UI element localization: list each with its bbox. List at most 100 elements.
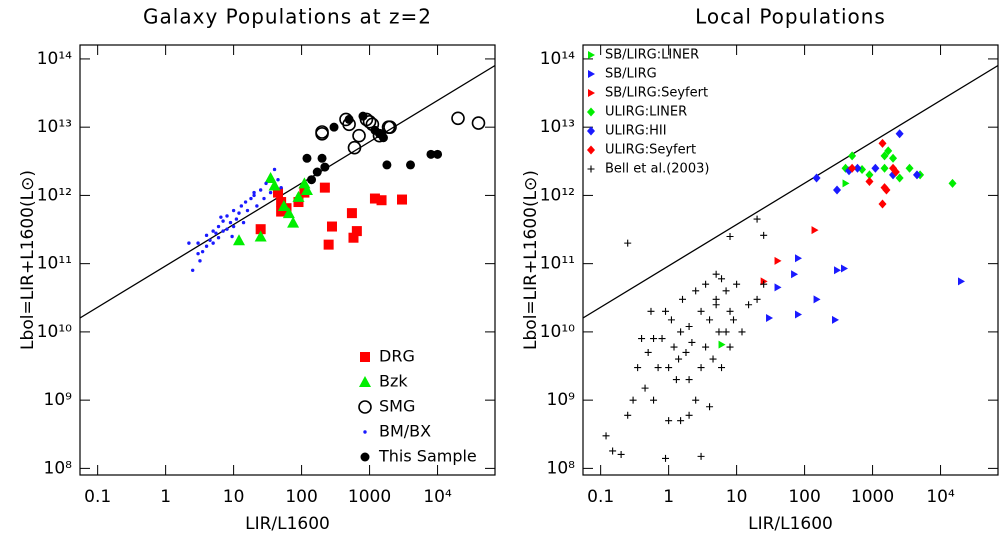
marker-dot — [187, 241, 191, 245]
marker-plus — [697, 307, 705, 315]
marker-circle — [382, 160, 392, 170]
marker-diamond — [878, 138, 887, 148]
marker-dot — [204, 244, 209, 248]
marker-dot — [249, 196, 253, 201]
marker-plus — [685, 322, 693, 330]
marker-dot — [264, 181, 268, 186]
marker-dot — [268, 190, 273, 195]
marker-plus — [677, 417, 685, 425]
marker-diamond — [848, 163, 857, 173]
marker-plus — [617, 450, 625, 458]
marker-dot — [231, 224, 236, 229]
legend-label: BM/BX — [379, 422, 431, 441]
marker-triangle — [766, 313, 774, 322]
legend-marker — [588, 89, 595, 97]
marker-dot — [214, 231, 218, 235]
marker-dot — [211, 229, 215, 233]
marker-plus — [709, 355, 717, 363]
marker-triangle — [774, 256, 782, 265]
legend-marker — [587, 165, 595, 173]
marker-triangle — [795, 254, 803, 263]
marker-dot — [228, 220, 233, 225]
y-tick-label: 10⁸ — [44, 458, 73, 478]
legend-label: SB/LIRG:LINER — [605, 48, 699, 63]
marker-plus — [658, 335, 666, 343]
x-tick-label: 1 — [663, 487, 674, 507]
legend-marker — [588, 51, 595, 59]
x-tick-label: 10 — [726, 487, 748, 507]
marker-circle — [312, 167, 322, 177]
marker-diamond — [880, 163, 889, 173]
marker-plus — [706, 316, 714, 324]
marker-plus — [647, 307, 655, 315]
x-tick-label: 1 — [160, 487, 171, 507]
marker-triangle — [791, 270, 799, 279]
legend-label: SMG — [379, 397, 415, 416]
marker-plus — [726, 307, 734, 315]
legend-label: ULIRG:HII — [605, 124, 667, 139]
x-tick-label: 10 — [223, 487, 245, 507]
marker-triangle — [282, 207, 295, 219]
legend-label: ULIRG:LINER — [605, 105, 687, 120]
marker-plus — [760, 231, 768, 239]
marker-square — [348, 232, 359, 243]
marker-square — [376, 195, 387, 206]
marker-plus — [629, 396, 637, 404]
marker-circle — [329, 122, 339, 132]
marker-plus — [602, 432, 610, 440]
x-tick-label: 0.1 — [84, 487, 111, 507]
marker-circle — [315, 126, 329, 141]
y-axis-label: Lbol=LIR+L1600(L⊙) — [18, 170, 38, 350]
marker-dot — [255, 204, 259, 208]
y-axis-label: Lbol=LIR+L1600(L⊙) — [521, 170, 541, 350]
marker-plus — [712, 295, 720, 303]
marker-plus — [718, 275, 726, 283]
plot-frame — [79, 44, 496, 476]
y-tick-label: 10⁹ — [547, 390, 576, 410]
marker-dot — [243, 200, 248, 204]
marker-plus — [624, 411, 632, 419]
y-tick-label: 10¹⁴ — [37, 49, 72, 69]
marker-square — [351, 226, 362, 237]
legend-marker — [358, 400, 372, 414]
marker-dot — [258, 188, 263, 192]
marker-circle — [433, 149, 443, 159]
marker-plus — [722, 287, 730, 295]
chart-title: Galaxy Populations at z=2 — [143, 5, 432, 29]
marker-plus — [638, 335, 646, 343]
marker-circle — [344, 114, 354, 124]
marker-triangle — [774, 283, 782, 292]
y-tick-label: 10⁸ — [547, 458, 576, 478]
marker-dot — [225, 227, 229, 231]
marker-dot — [216, 224, 221, 229]
reference-line — [583, 64, 998, 319]
legend-label: SB/LIRG — [605, 67, 657, 82]
y-tick-label: 10¹¹ — [37, 254, 72, 274]
marker-dot — [190, 268, 195, 272]
marker-dot — [196, 251, 200, 256]
marker-square — [273, 187, 284, 198]
marker-triangle — [718, 340, 726, 349]
marker-dot — [200, 249, 205, 254]
marker-diamond — [878, 199, 887, 209]
y-tick-label: 10¹⁰ — [540, 322, 575, 342]
x-tick-label: 10⁴ — [423, 487, 452, 507]
marker-plus — [670, 343, 678, 351]
marker-triangle — [287, 216, 300, 228]
x-tick-label: 1000 — [348, 487, 391, 507]
marker-plus — [654, 364, 662, 372]
marker-dot — [272, 167, 277, 172]
marker-plus — [672, 376, 680, 384]
marker-triangle — [811, 226, 819, 235]
marker-diamond — [905, 163, 914, 173]
marker-triangle — [831, 315, 839, 324]
marker-plus — [682, 348, 690, 356]
marker-plus — [641, 384, 649, 392]
marker-triangle — [232, 234, 245, 246]
marker-plus — [718, 364, 726, 372]
marker-plus — [685, 376, 693, 384]
marker-circle — [471, 116, 486, 130]
marker-dot — [204, 233, 209, 238]
marker-circle — [317, 153, 327, 163]
